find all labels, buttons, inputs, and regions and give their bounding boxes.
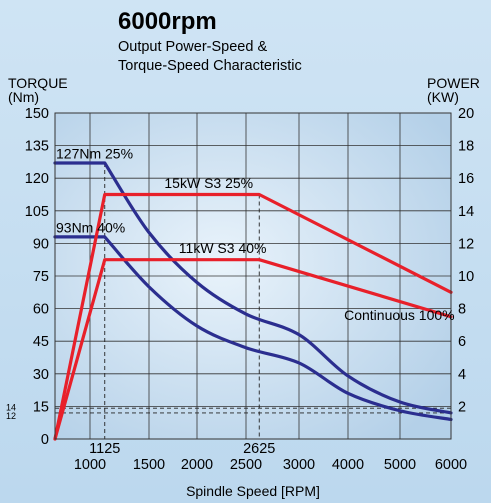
y-left-tick-label: 105 [25,204,49,220]
y-left-tick-label: 120 [25,171,49,187]
series-group [53,161,453,441]
grid [55,113,451,439]
plot-frame [54,112,452,440]
y-right-tick-label: 16 [458,171,474,187]
y-right-tick-label: 4 [458,367,466,383]
x-tick-label: 1500 [133,457,165,473]
series-line-4 [53,258,453,441]
x-tick-label: 5000 [384,457,416,473]
y-left-tick-label: 0 [41,432,49,448]
y-right-tick-label: 18 [458,139,474,155]
annotation-label: 15kW S3 25% [164,175,253,191]
y-right-tick-label: 20 [458,106,474,122]
y-left-axis-label-1: TORQUE [8,75,68,91]
annotation-label: 127Nm 25% [56,146,133,162]
y-left-tick-label: 75 [33,269,49,285]
y-left-minor-tick-label: 14 [6,403,16,413]
y-left-tick-label: 45 [33,334,49,350]
chart-title: 6000rpm [118,8,217,35]
x-tick-label: 2000 [181,457,213,473]
y-right-tick-label: 12 [458,236,474,252]
x-tick-label: 1000 [74,457,106,473]
y-left-axis-label-2: (Nm) [8,89,39,105]
y-left-tick-label: 60 [33,302,49,318]
x-ref-label: 1125 [89,441,120,457]
x-tick-label: 3000 [283,457,315,473]
y-right-tick-labels: 20 18 16 14 12 10 8 6 4 2 [458,106,474,415]
y-right-tick-label: 10 [458,269,474,285]
annotations: 127Nm 25% 93Nm 40% 15kW S3 25% 11kW S3 40% C… [56,146,455,323]
annotation-label: 11kW S3 40% [179,240,267,256]
y-left-tick-label: 30 [33,367,49,383]
x-tick-labels: 1000 1500 2000 2500 3000 4000 5000 6000 1125 2625 [74,441,467,473]
series-line-3 [53,192,453,441]
x-tick-label: 4000 [332,457,364,473]
chart-subtitle-line-2: Torque-Speed Characteristic [118,58,302,74]
y-left-tick-label: 15 [33,399,49,415]
y-left-tick-label: 135 [25,139,49,155]
y-right-axis-label-1: POWER [427,75,480,91]
y-left-tick-label: 90 [33,236,49,252]
series-line-1 [53,161,453,415]
chart-subtitle-line-1: Output Power-Speed & [118,39,267,55]
y-left-minor-tick-label: 12 [6,411,16,421]
annotation-label: Continuous 100% [344,307,455,323]
series-line-2 [53,235,453,422]
annotation-label: 93Nm 40% [56,220,125,236]
y-right-axis-label-2: (KW) [427,89,459,105]
y-right-tick-label: 14 [458,204,474,220]
y-right-tick-label: 8 [458,302,466,318]
x-tick-label: 2500 [230,457,262,473]
y-left-tick-label: 150 [25,106,49,122]
x-ref-label: 2625 [243,441,275,457]
x-axis-label: Spindle Speed [RPM] [186,483,320,499]
y-right-tick-label: 6 [458,334,466,350]
x-tick-label: 6000 [435,457,467,473]
y-right-tick-label: 2 [458,399,466,415]
